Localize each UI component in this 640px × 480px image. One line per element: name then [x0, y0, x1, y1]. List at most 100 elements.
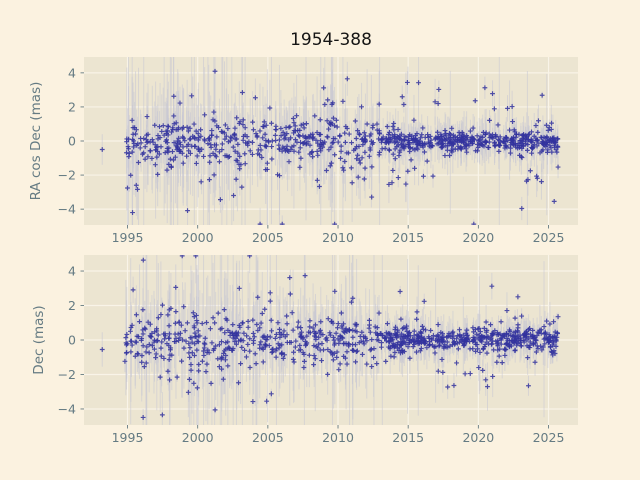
data-point-marker: [250, 399, 256, 404]
data-point-marker: [485, 145, 491, 150]
data-point-marker: [315, 140, 321, 146]
data-point-marker: [191, 121, 197, 127]
data-point-marker: [187, 345, 193, 351]
data-point-marker: [481, 325, 487, 331]
data-point-marker: [189, 143, 195, 149]
data-point-marker: [184, 124, 190, 130]
data-point-marker: [326, 126, 331, 132]
data-point-marker: [443, 344, 449, 350]
data-point-marker: [349, 180, 355, 186]
data-point-marker: [403, 325, 409, 331]
data-point-marker: [253, 131, 259, 137]
data-point-marker: [270, 349, 275, 355]
data-point-marker: [363, 138, 369, 144]
data-point-marker: [526, 383, 531, 389]
data-point-marker: [137, 145, 143, 151]
data-point-marker: [253, 361, 259, 367]
data-point-marker: [310, 325, 316, 331]
data-point-marker: [333, 330, 339, 336]
data-point-marker: [461, 140, 467, 146]
data-point-marker: [483, 319, 489, 325]
x-tick-label: 2000: [182, 230, 214, 245]
data-point-marker: [268, 317, 274, 323]
data-point-marker: [531, 141, 537, 147]
data-point-marker: [225, 126, 231, 131]
data-point-marker: [128, 349, 134, 355]
data-point-marker: [482, 132, 488, 137]
data-point-marker: [338, 148, 344, 154]
x-tick-label: 2005: [252, 230, 284, 245]
data-point-marker: [324, 118, 330, 124]
data-point-marker: [433, 134, 439, 140]
data-point-marker: [189, 335, 195, 341]
data-point-marker: [332, 136, 338, 142]
data-point-marker: [438, 330, 444, 335]
data-point-marker: [260, 135, 266, 141]
data-point-marker: [165, 128, 171, 134]
data-point-marker: [424, 158, 430, 164]
data-point-marker: [388, 353, 394, 359]
data-point-marker: [435, 101, 441, 106]
data-point-marker: [394, 144, 400, 150]
data-point-marker: [334, 124, 340, 130]
data-point-marker: [452, 137, 458, 143]
data-point-marker: [475, 138, 481, 144]
data-point-marker: [538, 327, 544, 333]
data-point-marker: [304, 121, 309, 127]
data-point-marker: [267, 105, 273, 111]
data-point-marker: [279, 342, 285, 348]
data-point-marker: [314, 177, 320, 183]
data-point-marker: [395, 139, 401, 145]
data-point-marker: [548, 136, 553, 142]
data-point-marker: [161, 132, 167, 138]
data-point-marker: [148, 334, 154, 340]
data-point-marker: [534, 138, 540, 143]
data-point-marker: [376, 152, 382, 158]
data-point-marker: [414, 138, 419, 143]
data-point-marker: [321, 85, 327, 91]
data-point-marker: [428, 140, 433, 145]
data-point-marker: [448, 134, 453, 140]
data-point-marker: [525, 137, 531, 142]
data-point-marker: [386, 182, 392, 187]
data-point-marker: [194, 153, 200, 159]
data-point-marker: [545, 127, 551, 133]
data-point-marker: [245, 319, 251, 324]
data-point-marker: [261, 124, 267, 129]
data-point-marker: [297, 133, 303, 139]
data-point-marker: [553, 338, 559, 344]
data-point-marker: [132, 353, 138, 359]
data-point-marker: [129, 117, 135, 123]
data-point-marker: [192, 341, 198, 347]
data-point-marker: [143, 360, 149, 366]
data-point-marker: [334, 354, 340, 360]
data-point-marker: [311, 353, 317, 358]
data-point-marker: [314, 149, 320, 154]
data-point-marker: [205, 141, 211, 147]
data-point-marker: [257, 325, 263, 331]
data-point-marker: [158, 353, 164, 359]
data-point-marker: [384, 321, 390, 326]
data-point-marker: [331, 115, 336, 121]
data-point-marker: [135, 141, 141, 147]
data-point-marker: [165, 368, 171, 374]
data-point-marker: [235, 141, 241, 147]
data-point-marker: [257, 143, 263, 148]
data-point-marker: [277, 334, 283, 340]
data-point-marker: [314, 130, 320, 135]
data-point-marker: [403, 181, 409, 187]
data-point-marker: [379, 137, 384, 143]
data-point-marker: [505, 105, 510, 111]
data-point-marker: [435, 322, 441, 327]
data-point-marker: [310, 136, 316, 142]
data-point-marker: [262, 131, 268, 137]
data-point-marker: [364, 361, 370, 367]
data-point-marker: [183, 338, 189, 344]
data-point-marker: [163, 138, 169, 144]
data-point-marker: [529, 150, 534, 156]
x-tick-label: 2015: [392, 430, 424, 445]
data-point-marker: [241, 330, 247, 336]
data-point-marker: [160, 123, 166, 129]
data-point-marker: [490, 132, 495, 138]
data-point-marker: [483, 329, 489, 335]
